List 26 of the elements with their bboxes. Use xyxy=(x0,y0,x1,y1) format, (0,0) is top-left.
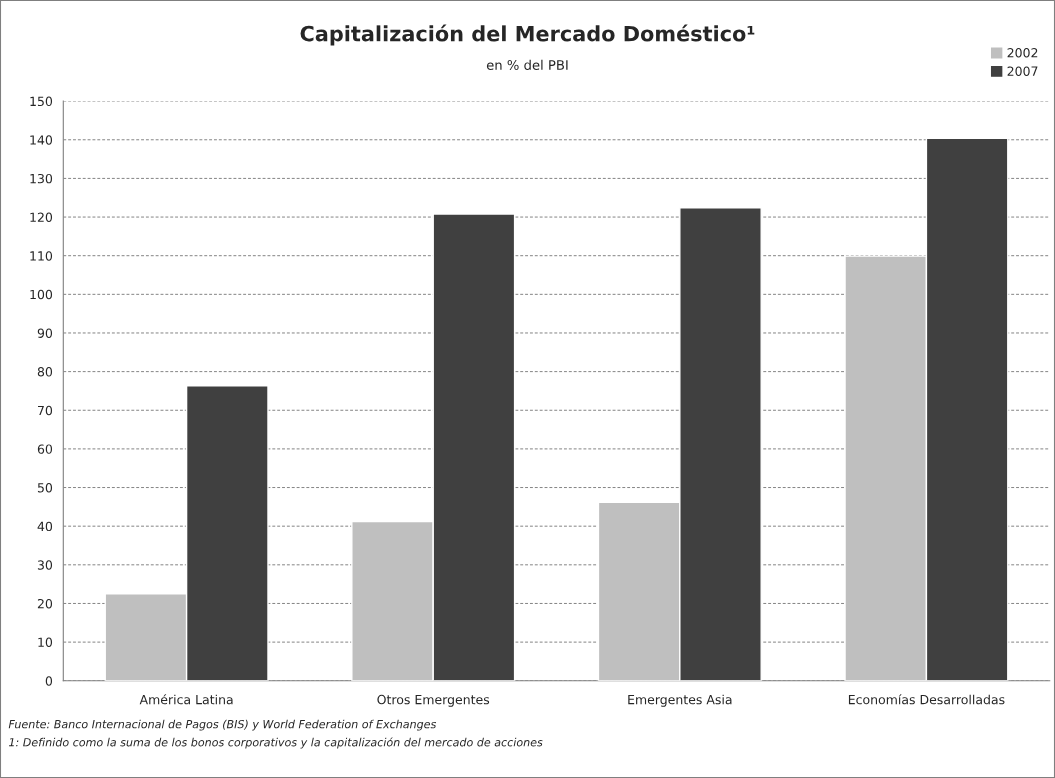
y-tick-label: 110 xyxy=(30,251,53,261)
x-tick-label: Economías Desarrolladas xyxy=(848,694,1005,705)
legend-label: 2002 xyxy=(1007,48,1038,58)
y-tick-label: 60 xyxy=(37,444,53,454)
y-tick-label: 70 xyxy=(38,405,53,416)
legend-label: 2007 xyxy=(1007,66,1038,76)
source-note: Fuente: Banco Internacional de Pagos (BIS) y World Federation of Exchanges xyxy=(8,719,437,731)
x-tick-label: Otros Emergentes xyxy=(377,694,490,707)
y-tick-label: 150 xyxy=(30,96,53,107)
y-tick-label: 90 xyxy=(37,328,53,338)
y-tick-label: 0 xyxy=(45,676,53,686)
y-tick-label: 130 xyxy=(30,173,53,184)
text: 1: Definido como la suma de los bonos corporativos y la capitalización del mercado de acciones xyxy=(8,737,543,749)
y-tick-label: 20 xyxy=(37,598,53,609)
y-tick-label: 50 xyxy=(37,483,53,493)
y-tick-label: 120 xyxy=(30,212,53,222)
y-tick-label: 30 xyxy=(37,560,53,570)
chart-subtitle: en % del PBI xyxy=(486,59,568,70)
y-tick-label: 80 xyxy=(37,367,53,377)
y-tick-label: 100 xyxy=(30,289,53,300)
y-tick-label: 40 xyxy=(37,521,53,532)
x-tick-label: América Latina xyxy=(139,694,233,705)
y-tick-label: 10 xyxy=(38,637,53,648)
y-tick-label: 140 xyxy=(30,135,53,145)
x-tick-label: Emergentes Asia xyxy=(628,694,732,707)
chart-title: Capitalización del Mercado Doméstico¹ xyxy=(300,24,755,46)
